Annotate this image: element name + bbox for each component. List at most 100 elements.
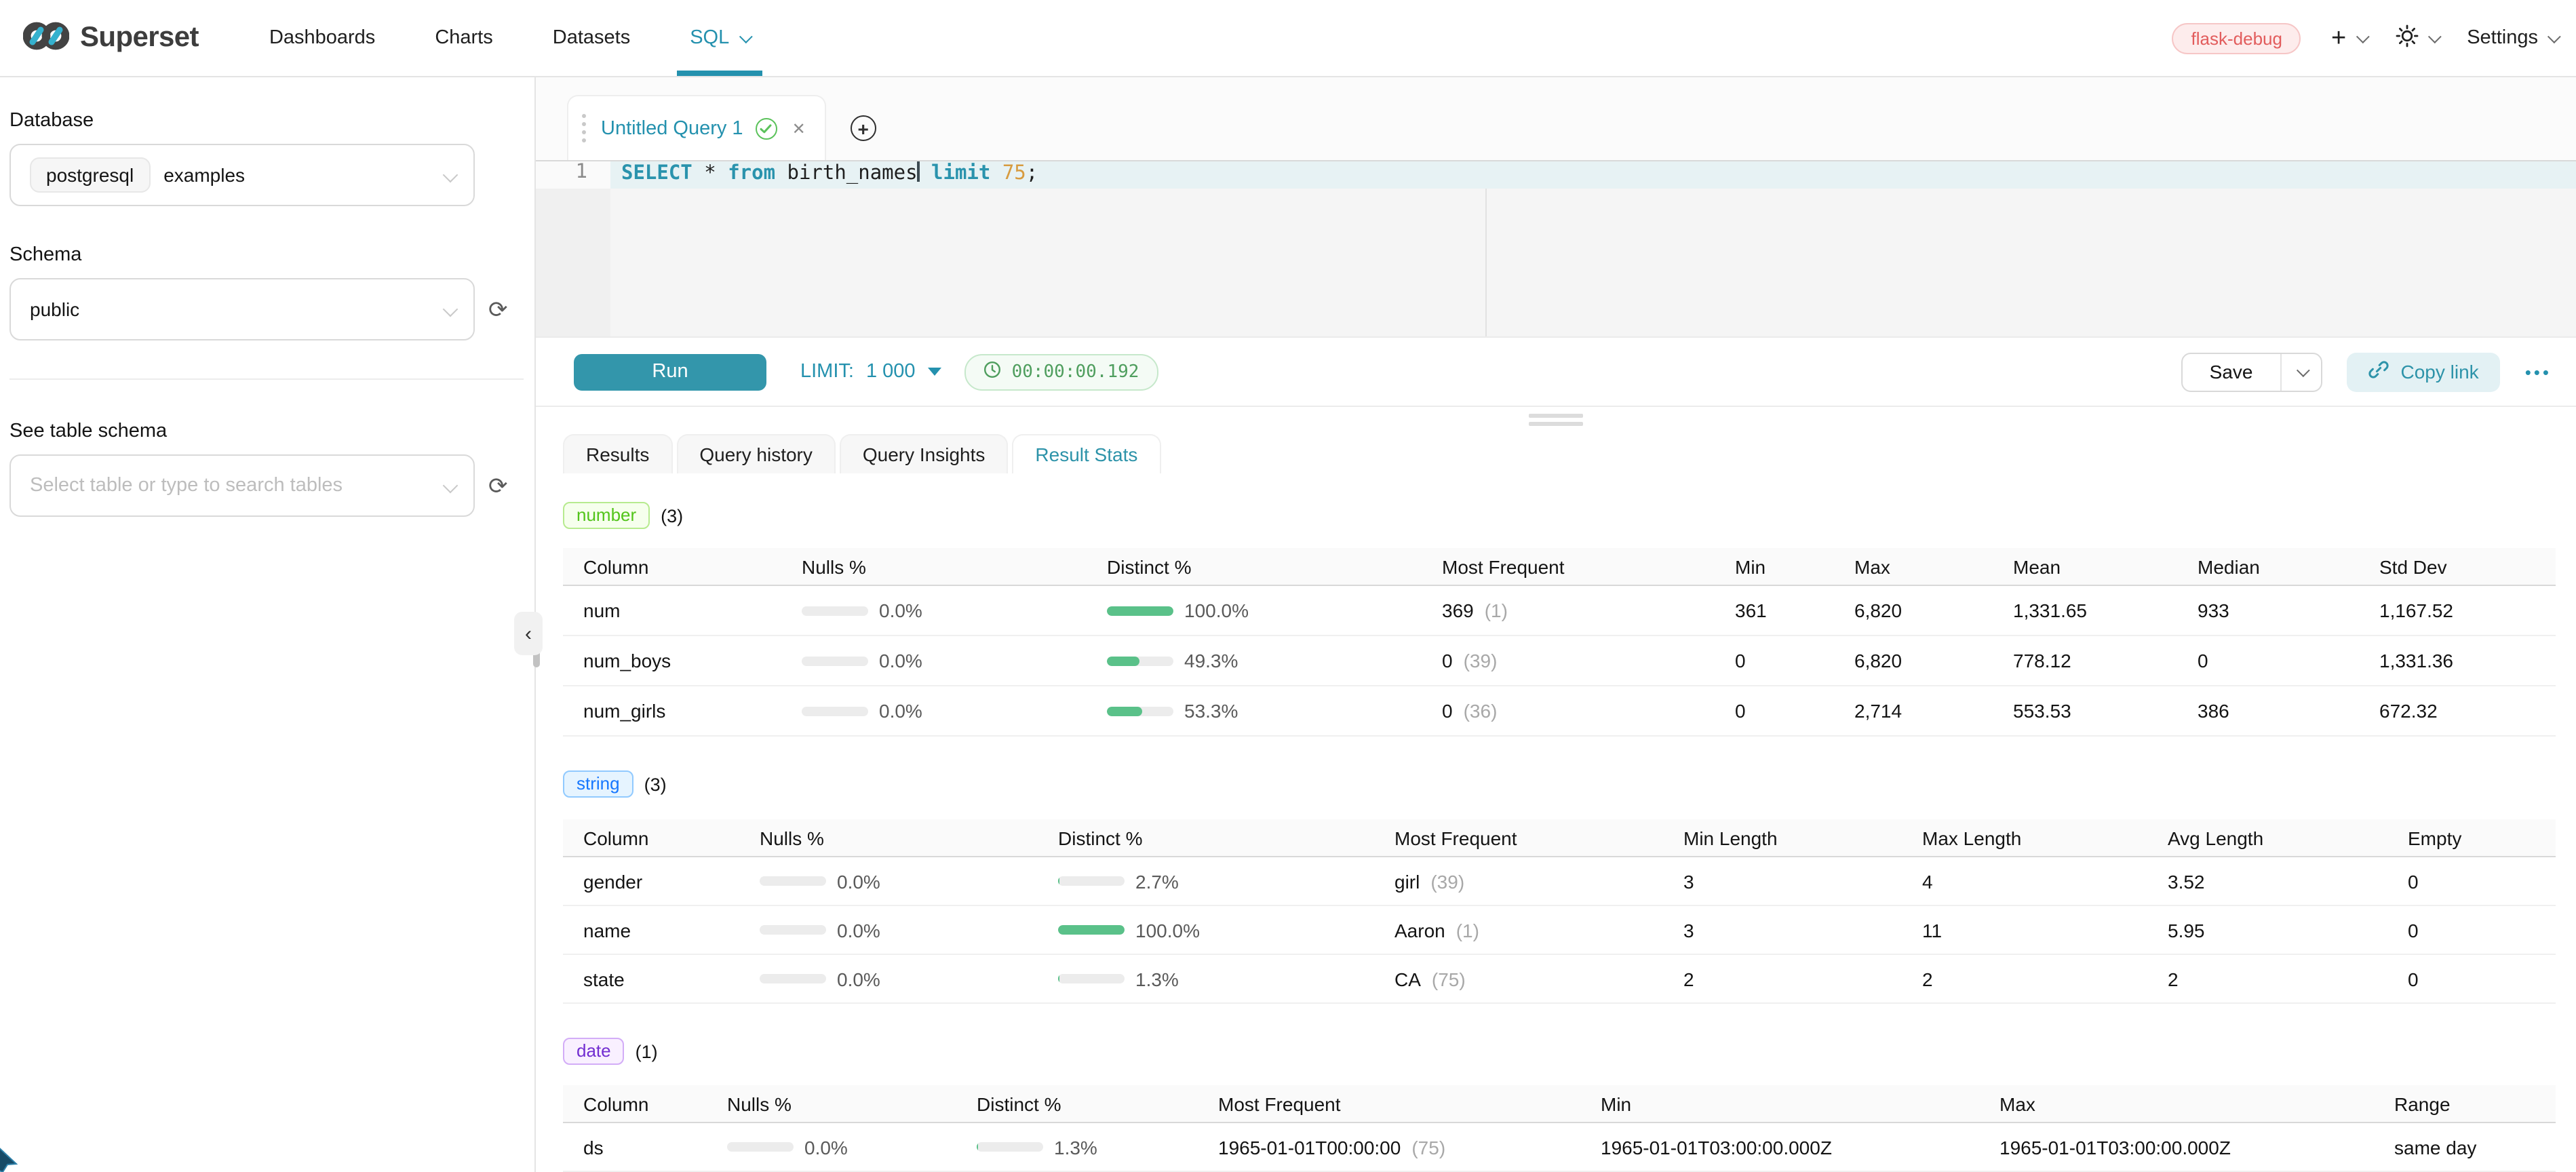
results-tab-results[interactable]: Results (563, 434, 673, 473)
nulls-cell: 0.0% (739, 919, 1038, 941)
column-header: Distinct % (1107, 555, 1192, 577)
nulls-cell: 0.0% (739, 968, 1038, 990)
most-frequent-cell: CA (75) (1374, 968, 1663, 990)
stat-value-cell: 4 (1922, 870, 1933, 892)
stat-value-cell: 1965-01-01T03:00:00.000Z (1999, 1136, 2231, 1158)
sql-token: * (704, 163, 716, 185)
superset-logo[interactable]: Superset (22, 20, 199, 56)
nulls-pct: 0.0% (804, 1136, 848, 1158)
column-name-cell: state (583, 968, 625, 990)
new-item-menu[interactable]: + (2330, 24, 2369, 52)
stat-value-cell: 0 (1735, 700, 1746, 722)
database-select[interactable]: postgresql examples (9, 144, 475, 206)
nav-menu: Dashboards Charts Datasets SQL (239, 0, 778, 76)
copy-link-button[interactable]: Copy link (2346, 352, 2501, 392)
column-header: Most Frequent (1394, 827, 1517, 848)
query-tab[interactable]: Untitled Query 1 ✕ (567, 95, 826, 161)
superset-logo-icon (22, 20, 70, 56)
type-badge: string (563, 770, 633, 798)
sql-editor[interactable]: 1 SELECT * from birth_names limit 75; (536, 160, 2576, 337)
stat-value-cell: 6,820 (1854, 650, 1902, 671)
table-select-placeholder: Select table or type to search tables (30, 475, 343, 496)
stats-section-string: string (3) Column Nulls % Distinct % Most F… (563, 770, 2556, 1004)
nulls-cell: 0.0% (707, 1136, 956, 1158)
column-name-cell: gender (583, 870, 643, 892)
column-header: Column (583, 827, 649, 848)
nulls-bar (760, 974, 826, 983)
stat-value-cell: 2 (1922, 968, 1933, 990)
schema-select[interactable]: public (9, 278, 475, 340)
stat-value-cell: 0 (2408, 968, 2419, 990)
stat-value-cell: 933 (2198, 600, 2229, 621)
stats-table: Column Nulls % Distinct % Most Frequent Min M… (563, 548, 2556, 737)
sql-token: SELECT (621, 163, 692, 185)
resize-handle[interactable] (1529, 414, 1583, 426)
limit-dropdown[interactable]: LIMIT: 1 000 (800, 361, 941, 383)
plus-icon: + (2330, 24, 2347, 52)
theme-menu[interactable] (2395, 24, 2441, 52)
more-actions-button[interactable]: ••• (2524, 362, 2552, 383)
results-tab-query-history[interactable]: Query history (676, 434, 836, 473)
settings-menu[interactable]: Settings (2467, 27, 2561, 49)
clock-icon (983, 360, 1001, 383)
distinct-bar (1107, 606, 1173, 615)
stat-value-cell: 5.95 (2168, 919, 2205, 941)
column-header: Distinct % (977, 1093, 1061, 1114)
editor-empty-area (536, 189, 2576, 337)
save-button[interactable]: Save (2209, 361, 2253, 383)
table-select[interactable]: Select table or type to search tables (9, 454, 475, 517)
stat-value-cell: 3.52 (2168, 870, 2205, 892)
nulls-bar (802, 656, 868, 665)
collapse-sidebar-handle[interactable]: ‹ (514, 612, 543, 655)
table-header-row: Column Nulls % Distinct % Most Frequent Min M… (563, 548, 2556, 586)
nulls-cell: 0.0% (781, 700, 1087, 722)
add-tab-button[interactable]: + (850, 115, 876, 142)
column-header: Nulls % (727, 1093, 792, 1114)
most-frequent-value: Aaron (1394, 919, 1445, 941)
save-options-caret[interactable] (2280, 353, 2321, 391)
drag-grip-icon[interactable] (582, 114, 586, 143)
most-frequent-value: girl (1394, 870, 1420, 892)
nav-item-charts[interactable]: Charts (435, 27, 493, 49)
refresh-schemas-icon[interactable]: ⟳ (488, 296, 508, 322)
distinct-pct: 49.3% (1184, 650, 1238, 671)
column-header: Median (2198, 555, 2260, 577)
nulls-bar (802, 706, 868, 716)
limit-value: 1 000 (865, 361, 916, 383)
table-row: name 0.0% 100.0% Aaron (1) 3 11 5.95 0 (563, 906, 2556, 955)
nulls-pct: 0.0% (837, 968, 880, 990)
query-tabbar: Untitled Query 1 ✕ + (536, 77, 2576, 161)
most-frequent-count: (75) (1431, 968, 1466, 990)
timer-value: 00:00:00.192 (1011, 362, 1139, 383)
nulls-bar (760, 876, 826, 886)
nav-item-dashboards[interactable]: Dashboards (269, 27, 376, 49)
type-count: (1) (635, 1041, 658, 1061)
distinct-pct: 53.3% (1184, 700, 1238, 722)
column-header: Column (583, 1093, 649, 1114)
nulls-cell: 0.0% (781, 650, 1087, 671)
sql-token (920, 163, 931, 185)
sql-token: ; (1026, 163, 1038, 185)
distinct-bar-fill (1058, 974, 1059, 983)
nulls-cell: 0.0% (781, 600, 1087, 621)
stats-section-date: date (1) Column Nulls % Distinct % Most Fre… (563, 1038, 2556, 1172)
column-header: Mean (2013, 555, 2061, 577)
copy-link-label: Copy link (2400, 361, 2479, 383)
nav-item-datasets[interactable]: Datasets (552, 27, 631, 49)
nav-item-sql[interactable]: SQL (660, 0, 778, 76)
close-tab-icon[interactable]: ✕ (792, 119, 806, 138)
nulls-pct: 0.0% (879, 700, 922, 722)
query-tab-title: Untitled Query 1 (601, 117, 743, 140)
sql-token (716, 163, 728, 185)
print-margin-ruler (1485, 189, 1487, 337)
most-frequent-cell: 0 (39) (1422, 650, 1715, 671)
refresh-tables-icon[interactable]: ⟳ (488, 473, 508, 499)
link-icon (2368, 359, 2389, 384)
results-tab-result-stats[interactable]: Result Stats (1012, 434, 1161, 473)
run-button[interactable]: Run (574, 353, 766, 391)
results-tab-query-insights[interactable]: Query Insights (839, 434, 1009, 473)
stat-value-cell: 2,714 (1854, 700, 1902, 722)
column-header: Column (583, 555, 649, 577)
distinct-bar (1058, 925, 1125, 935)
